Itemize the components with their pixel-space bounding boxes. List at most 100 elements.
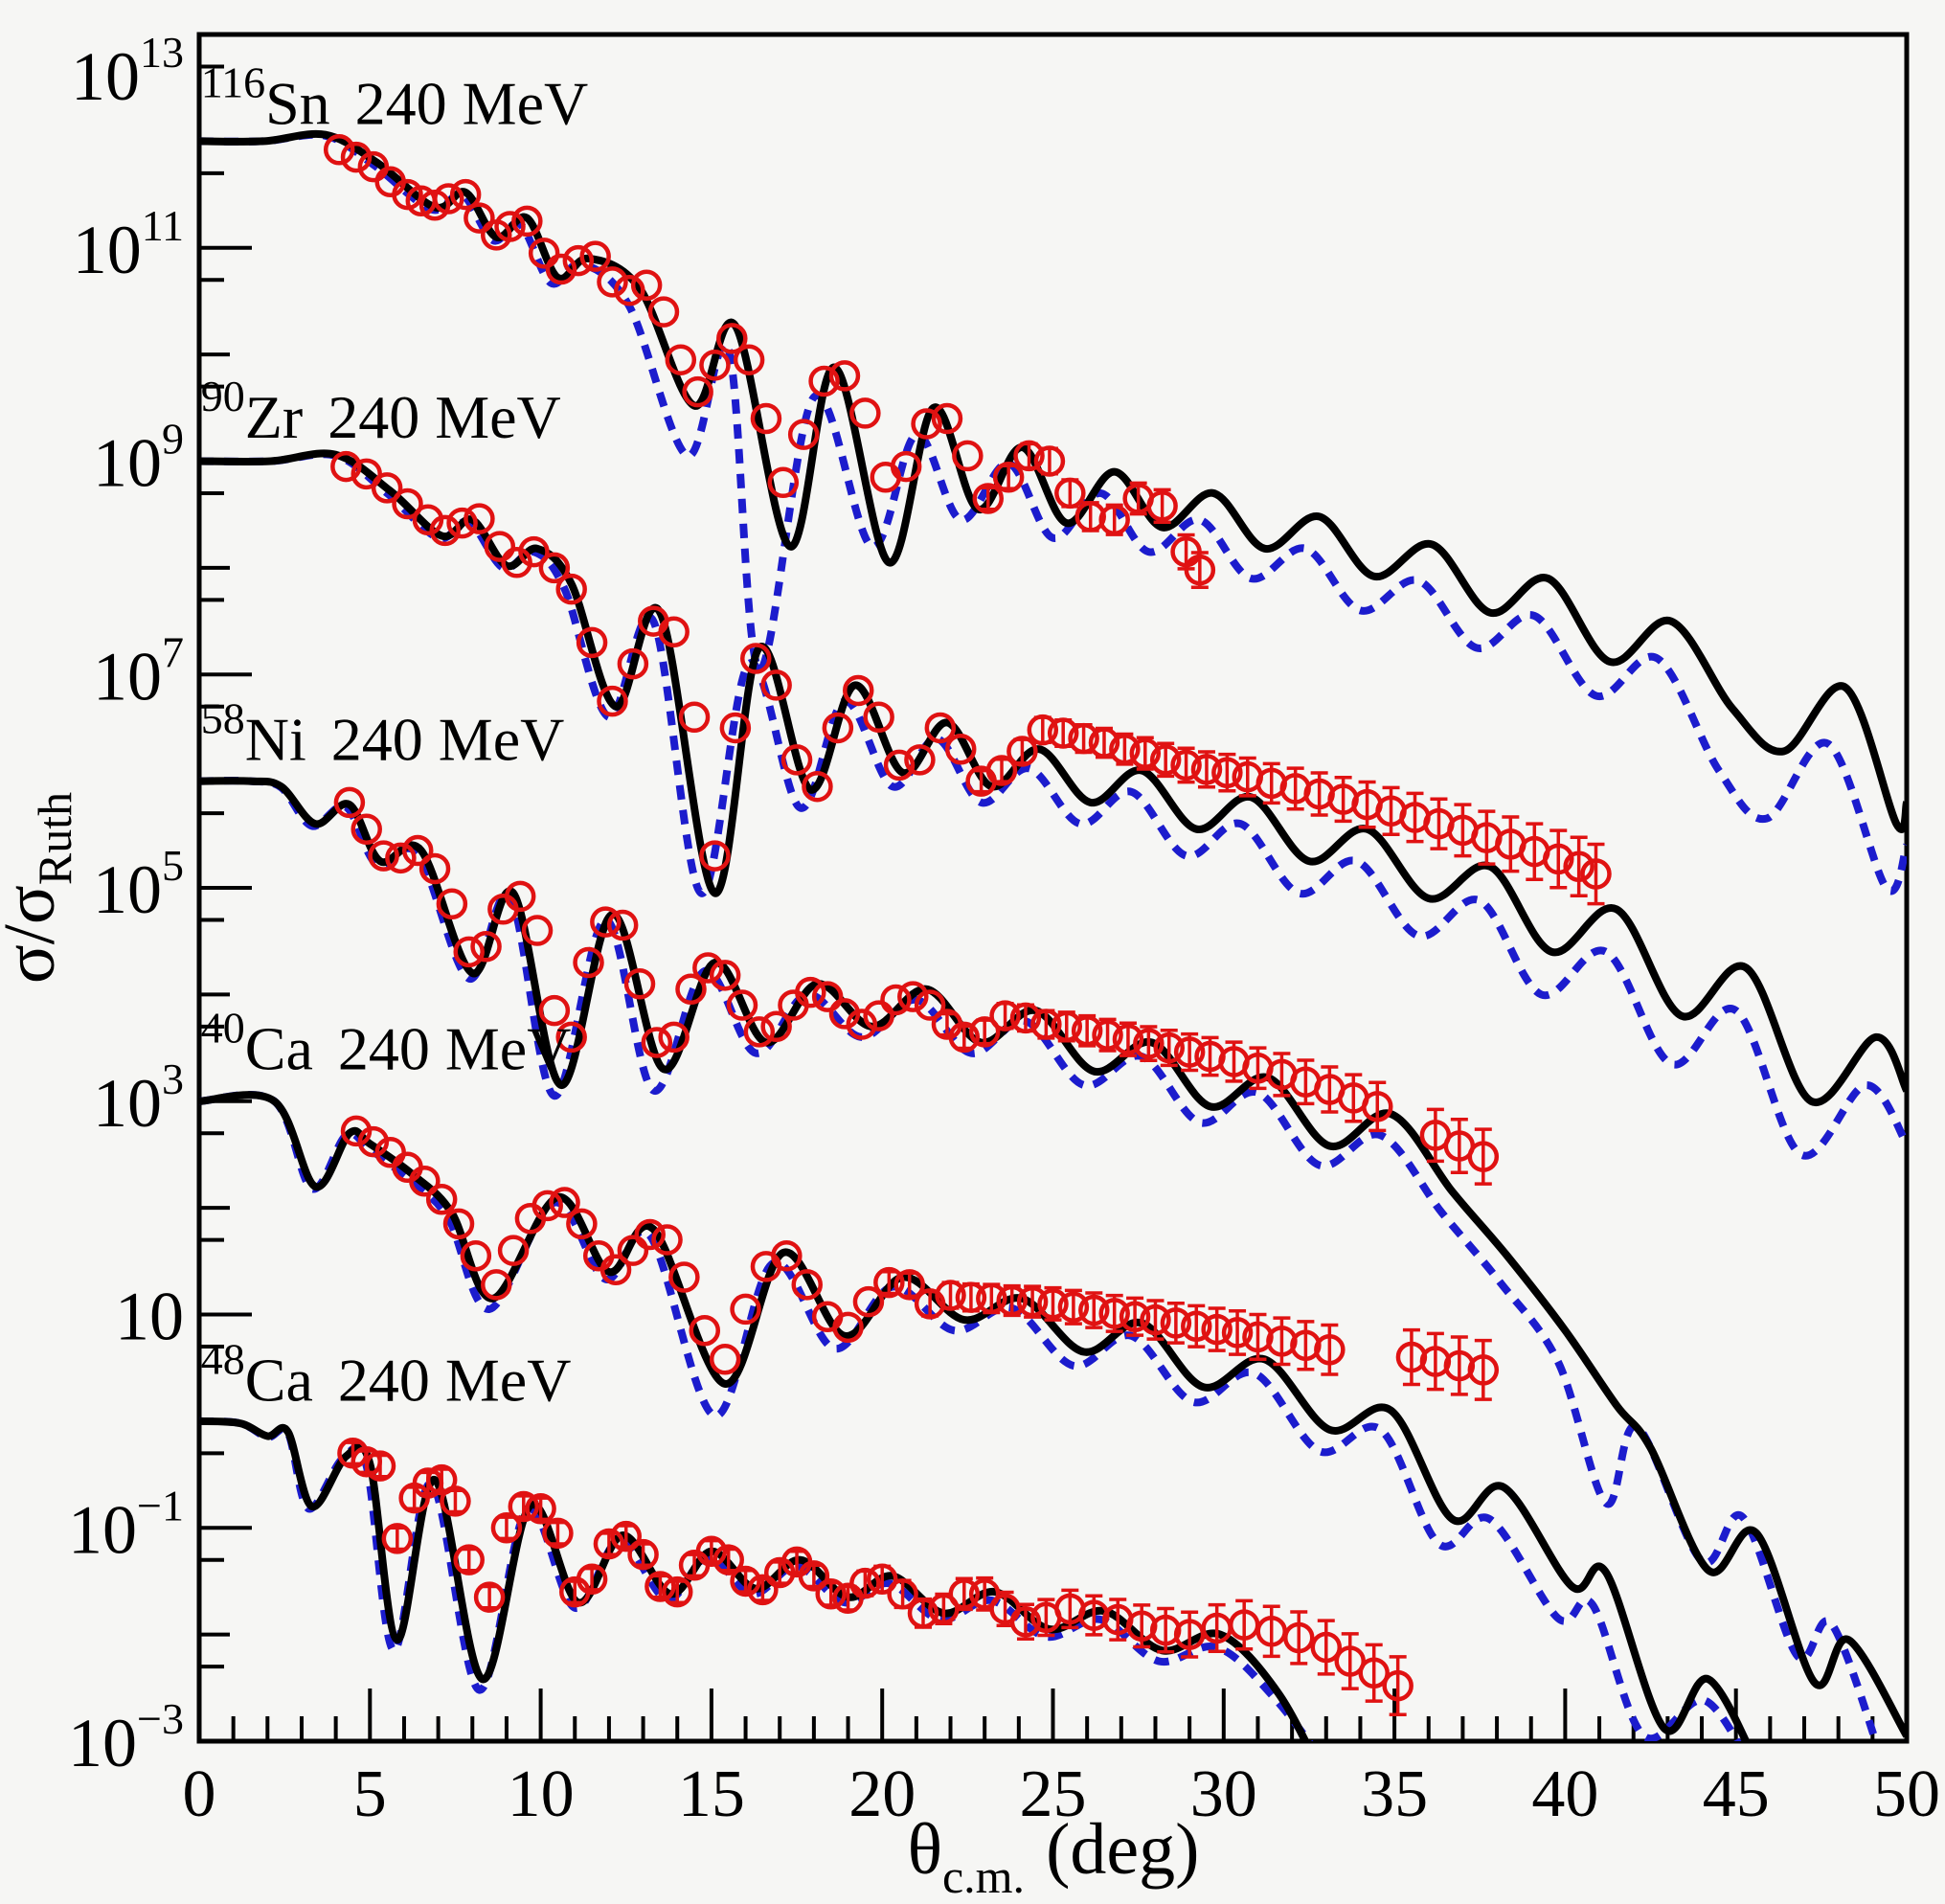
- data-point: [893, 1269, 925, 1301]
- data-point: [1362, 1091, 1393, 1122]
- data-point: [392, 487, 423, 520]
- x-tick-label: 50: [1873, 1757, 1940, 1831]
- series-58Ni: [199, 777, 1907, 1741]
- data-series: [199, 129, 1907, 1741]
- data-point: [566, 1208, 598, 1240]
- data-point: [890, 450, 922, 483]
- y-tick-label: 103: [93, 1054, 184, 1142]
- data-point: [849, 1567, 881, 1599]
- data-point: [811, 981, 844, 1012]
- data-point: [442, 1208, 475, 1240]
- data-point: [914, 989, 946, 1021]
- data-point: [1037, 1288, 1069, 1320]
- curve-label-58Ni: 58Ni 240 MeV: [201, 693, 565, 773]
- curve-label-energy: 240 MeV: [338, 1347, 572, 1415]
- data-point: [597, 266, 628, 298]
- data-point: [1074, 501, 1106, 533]
- data-point: [599, 1254, 632, 1285]
- data-point: [1160, 1307, 1192, 1339]
- data-point: [508, 1490, 540, 1523]
- data-point: [528, 238, 560, 269]
- data-point: [911, 408, 942, 440]
- data-point: [780, 744, 813, 776]
- data-point: [952, 440, 984, 472]
- series-90Zr: [199, 449, 1907, 1160]
- data-point: [828, 998, 861, 1030]
- data-point: [771, 1239, 803, 1272]
- y-tick-label-base: 10: [71, 38, 140, 115]
- x-tick-label: 15: [678, 1757, 745, 1831]
- y-tick-label: 107: [93, 627, 184, 714]
- data-point: [658, 616, 690, 647]
- data-point: [658, 1021, 690, 1054]
- data-point: [436, 888, 468, 919]
- data-point: [460, 1239, 492, 1272]
- y-axis-title-main: σ/σ: [0, 885, 70, 984]
- data-point: [1140, 1303, 1171, 1336]
- data-point: [623, 967, 656, 1000]
- data-point: [641, 1027, 673, 1058]
- y-tick-label-base: 10: [73, 212, 142, 288]
- x-tick-label: 30: [1190, 1757, 1257, 1831]
- data-point: [730, 1565, 761, 1598]
- y-tick-label-exponent: 3: [162, 1054, 184, 1103]
- data-point: [1051, 1010, 1083, 1043]
- data-point: [1563, 850, 1594, 882]
- data-point: [440, 1485, 471, 1517]
- data-point: [682, 375, 713, 408]
- data-point: [645, 1571, 676, 1602]
- x-axis-title-theta: θ: [908, 1809, 942, 1890]
- data-point: [767, 466, 800, 499]
- data-point: [1030, 1009, 1062, 1040]
- data-point: [968, 1016, 1001, 1048]
- data-point: [716, 323, 748, 354]
- data-point: [1016, 1285, 1049, 1318]
- data-point: [1310, 1631, 1343, 1664]
- data-point: [1013, 440, 1045, 472]
- data-point: [1190, 754, 1223, 785]
- data-point: [1006, 736, 1038, 767]
- data-point: [333, 786, 366, 819]
- data-point: [863, 701, 894, 734]
- data-point: [1054, 477, 1086, 510]
- data-point: [948, 1578, 981, 1610]
- curve-label-element: Ca: [245, 1347, 313, 1415]
- y-tick-label-exponent: 7: [162, 627, 184, 676]
- data-point: [579, 240, 611, 272]
- curve-label-element: Ca: [245, 1014, 313, 1082]
- data-point: [1057, 1291, 1090, 1323]
- data-point: [597, 685, 628, 717]
- data-point: [1098, 504, 1130, 536]
- data-point: [883, 749, 916, 782]
- data-point: [525, 1492, 556, 1525]
- data-point: [849, 397, 881, 429]
- data-point: [815, 1578, 847, 1610]
- series-48Ca: [199, 1417, 1414, 1741]
- data-point: [418, 852, 451, 885]
- curve-label-mass: 116: [201, 58, 265, 107]
- data-point: [808, 365, 840, 397]
- curve-label-mass: 48: [201, 1335, 245, 1384]
- y-tick-label-exponent: 13: [140, 28, 184, 77]
- data-point: [726, 989, 758, 1021]
- data-point: [931, 402, 963, 435]
- data-point: [968, 1578, 1001, 1610]
- data-point: [555, 573, 587, 605]
- data-point: [381, 1523, 414, 1554]
- data-point: [630, 269, 663, 301]
- data-point: [351, 458, 382, 490]
- data-point: [614, 275, 645, 306]
- curve-label-mass: 90: [201, 372, 245, 420]
- dashed-model-curve: [199, 450, 1907, 1160]
- data-point: [1314, 1334, 1346, 1366]
- data-point: [425, 1463, 458, 1496]
- data-point: [484, 531, 516, 562]
- y-tick-label: 1011: [73, 201, 184, 288]
- y-tick-label-base: 10: [115, 1279, 184, 1355]
- data-point: [802, 770, 833, 803]
- y-tick-label-exponent: 11: [142, 201, 184, 250]
- data-point: [511, 205, 543, 238]
